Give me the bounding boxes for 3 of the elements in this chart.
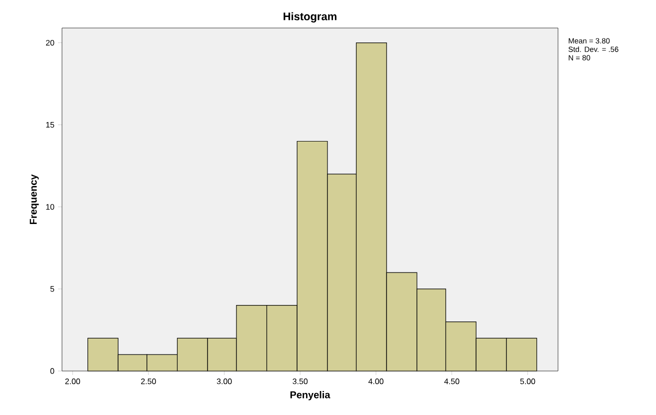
y-axis-title: Frequency: [30, 174, 39, 224]
chart-title: Histogram: [284, 12, 336, 23]
x-axis-title: Penyelia: [290, 391, 330, 400]
